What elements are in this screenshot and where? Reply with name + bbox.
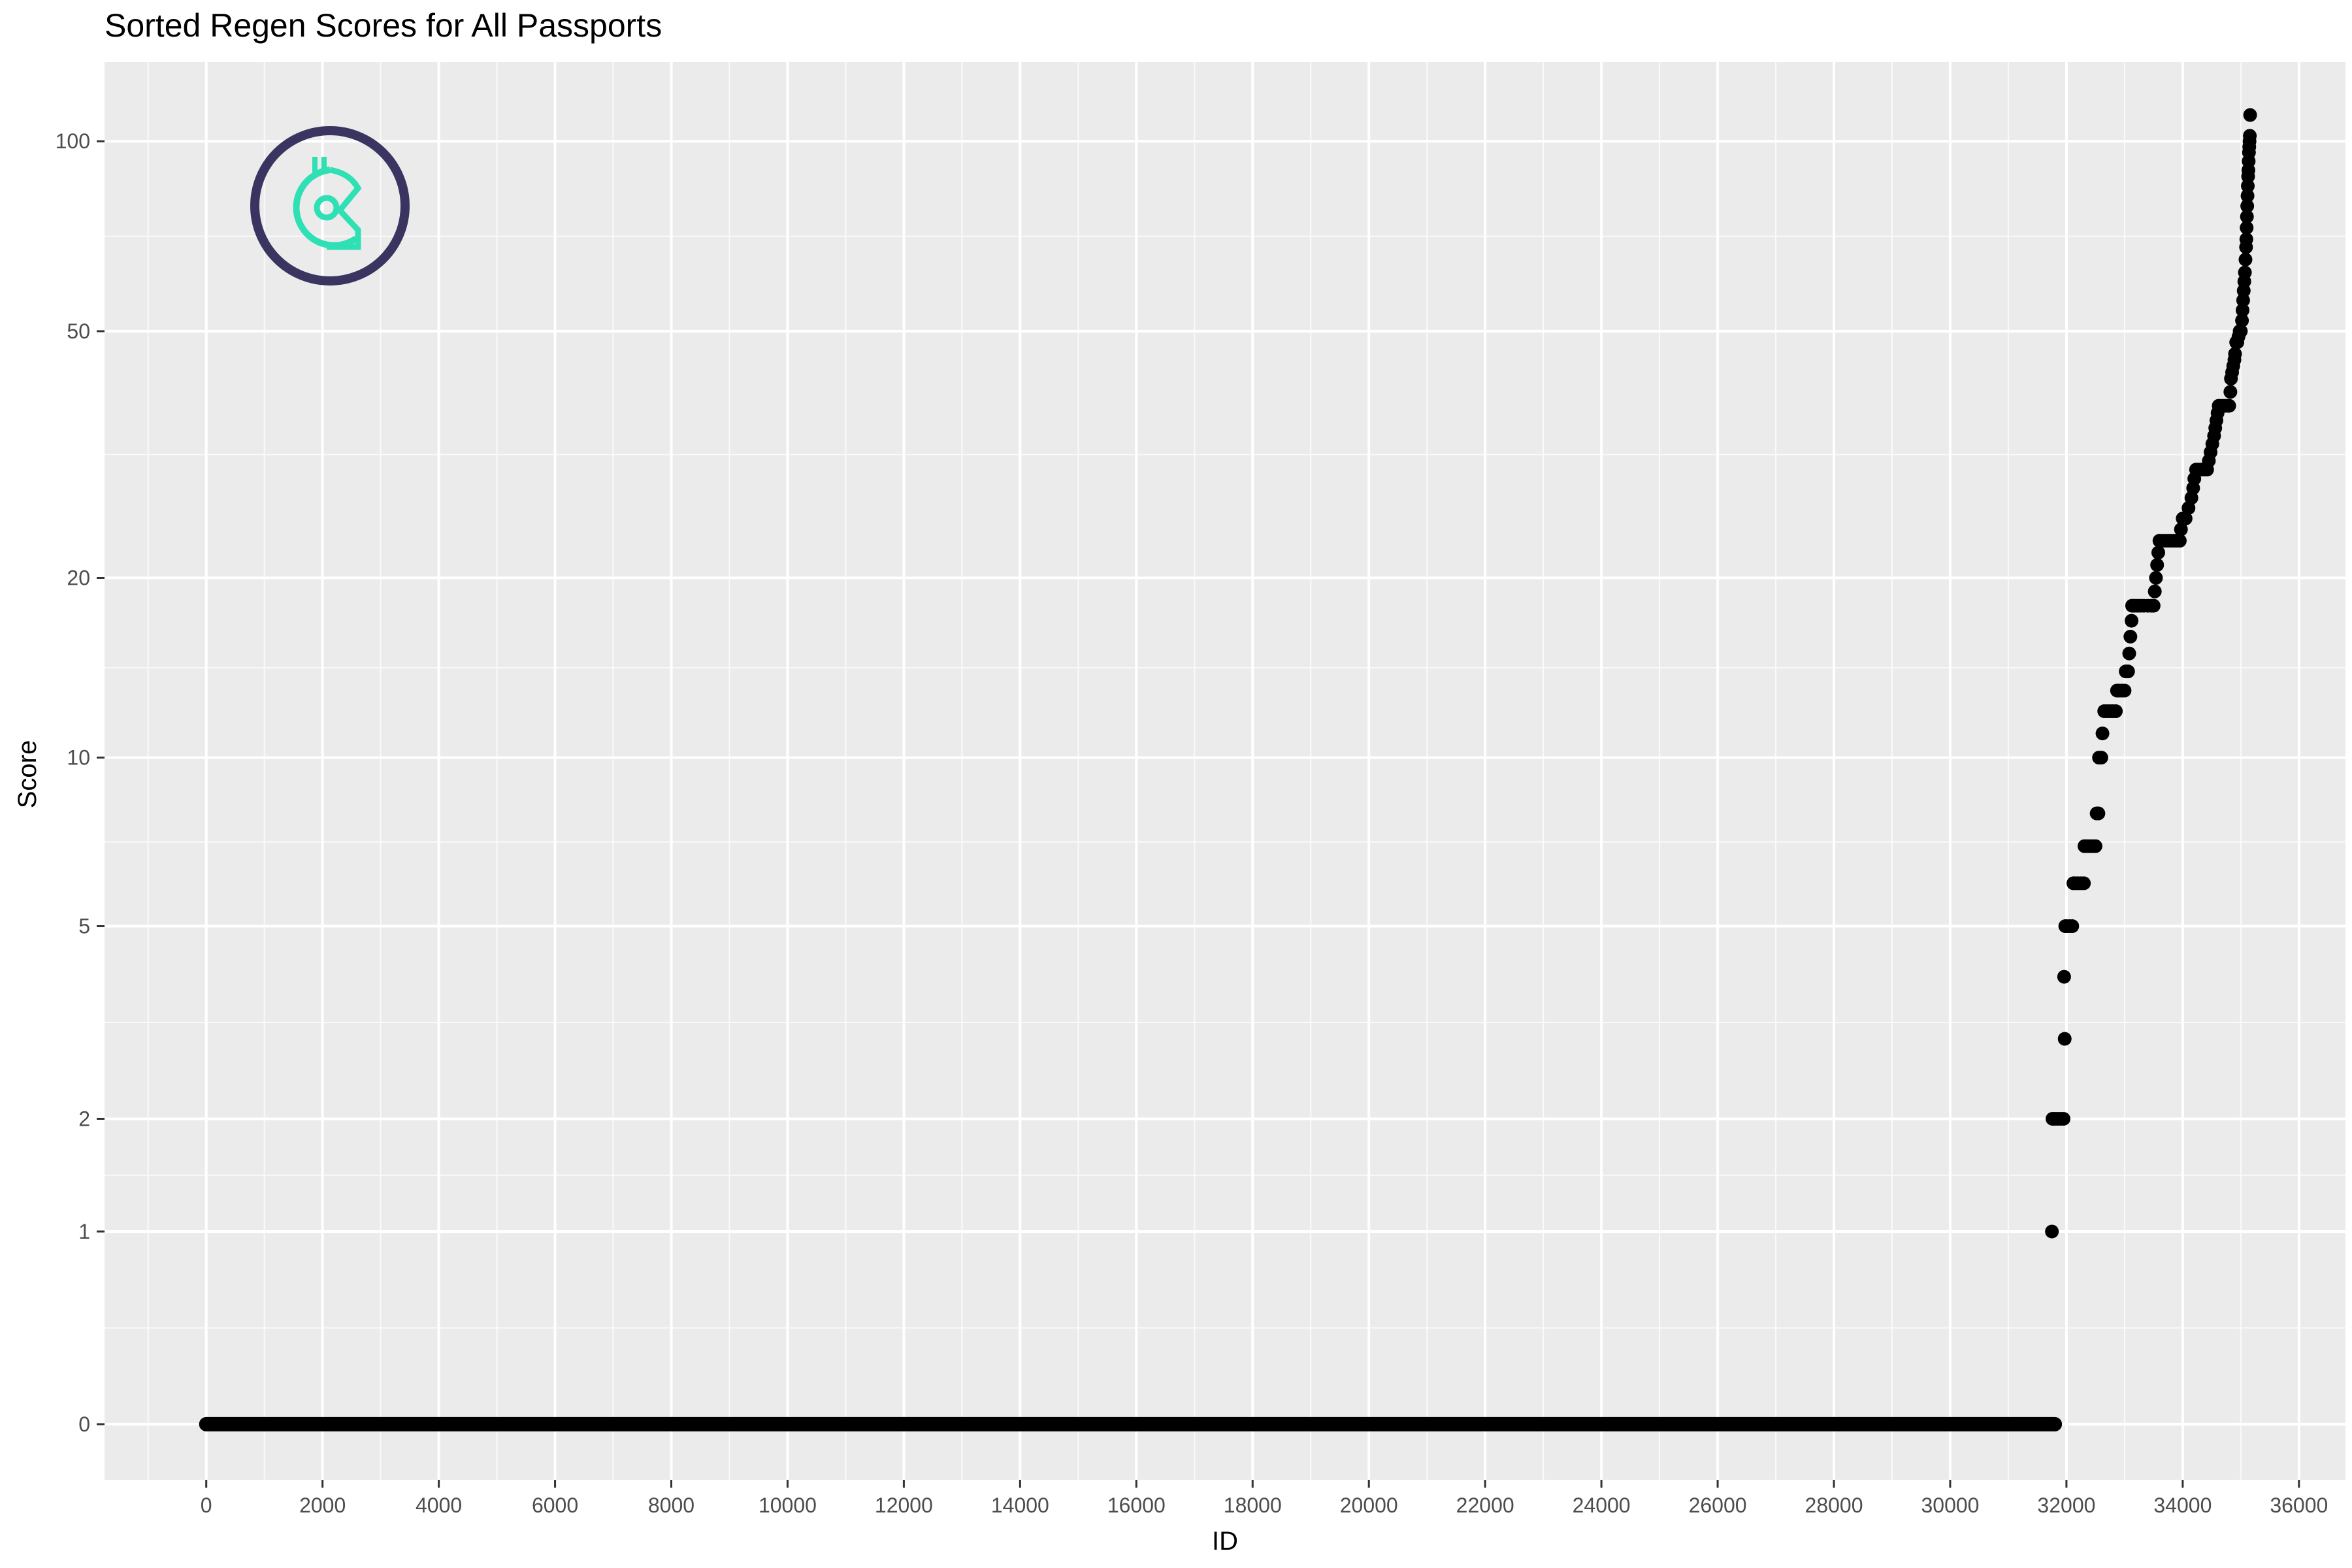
logo-dot (314, 195, 340, 221)
data-point (2172, 534, 2187, 548)
plot-panel (105, 62, 2345, 1480)
data-point (2095, 727, 2110, 741)
grid-minor (105, 62, 2345, 1480)
data-point (2223, 385, 2238, 399)
y-tick-label: 1 (78, 1220, 90, 1243)
data-point (2123, 629, 2138, 644)
data-point (2150, 558, 2164, 572)
x-tick-label: 18000 (1224, 1494, 1282, 1517)
y-tick-label: 100 (56, 129, 90, 153)
x-tick-label: 32000 (2037, 1494, 2095, 1517)
x-tick-label: 34000 (2153, 1494, 2212, 1517)
x-tick-label: 4000 (416, 1494, 462, 1517)
data-point (2243, 108, 2257, 122)
data-point (2243, 129, 2257, 143)
data-points (199, 108, 2257, 1431)
grid-major (105, 62, 2345, 1480)
data-point (2151, 546, 2165, 560)
data-point (2122, 646, 2136, 661)
data-point (2240, 221, 2254, 235)
data-point (2234, 324, 2248, 338)
data-point (2094, 751, 2108, 765)
data-point (2125, 613, 2139, 628)
data-point (2121, 664, 2135, 679)
y-axis-title: Score (13, 740, 42, 809)
data-point (2057, 970, 2071, 984)
x-tick-label: 22000 (1456, 1494, 1514, 1517)
data-point (2240, 210, 2254, 224)
data-point (2148, 584, 2162, 598)
data-point (2240, 189, 2255, 203)
data-point (2056, 1111, 2070, 1126)
data-point (2149, 570, 2163, 585)
data-point (2057, 1032, 2072, 1046)
data-point (2045, 1224, 2059, 1239)
data-point (2241, 179, 2255, 193)
y-tick-label: 0 (78, 1413, 90, 1436)
y-tick-label: 5 (78, 915, 90, 938)
data-point (2117, 683, 2132, 698)
x-tick-label: 36000 (2270, 1494, 2328, 1517)
data-point (2146, 598, 2161, 613)
data-point (2235, 314, 2249, 328)
x-tick-label: 10000 (759, 1494, 817, 1517)
data-point (2088, 839, 2102, 853)
x-tick-label: 12000 (875, 1494, 933, 1517)
logo-ring (250, 126, 410, 286)
x-axis: 0 2000 4000 6000 8000 10000 12000 14000 16000 180… (201, 1480, 2328, 1517)
data-point (2240, 199, 2255, 213)
x-tick-label: 16000 (1107, 1494, 1166, 1517)
y-tick-label: 2 (78, 1107, 90, 1130)
data-point (2077, 876, 2091, 890)
data-point (2236, 303, 2250, 318)
gitcoin-logo-icon (250, 126, 410, 286)
y-tick-label: 50 (67, 319, 90, 343)
data-point (2228, 347, 2242, 361)
data-point (2174, 522, 2188, 536)
data-point (2239, 232, 2253, 246)
x-tick-label: 14000 (991, 1494, 1049, 1517)
x-tick-label: 26000 (1689, 1494, 1747, 1517)
data-point (2091, 806, 2106, 821)
x-tick-label: 20000 (1340, 1494, 1398, 1517)
data-point (2109, 704, 2123, 719)
y-tick-label: 20 (67, 566, 90, 589)
x-tick-label: 30000 (1921, 1494, 1979, 1517)
x-tick-label: 24000 (1573, 1494, 1631, 1517)
data-point (2065, 919, 2080, 934)
chart-title: Sorted Regen Scores for All Passports (105, 7, 662, 44)
y-tick-label: 10 (67, 746, 90, 770)
logo-wedge (327, 167, 362, 250)
y-axis: 0 1 2 5 10 20 50 100 (56, 129, 105, 1436)
x-tick-label: 2000 (299, 1494, 346, 1517)
data-point (2238, 265, 2252, 280)
x-tick-label: 8000 (648, 1494, 694, 1517)
x-tick-label: 6000 (532, 1494, 578, 1517)
x-axis-title: ID (1212, 1527, 1238, 1556)
x-tick-label: 0 (201, 1494, 212, 1517)
data-point (2178, 512, 2193, 526)
x-tick-label: 28000 (1805, 1494, 1863, 1517)
data-point (2222, 399, 2236, 413)
data-point (2238, 252, 2253, 267)
